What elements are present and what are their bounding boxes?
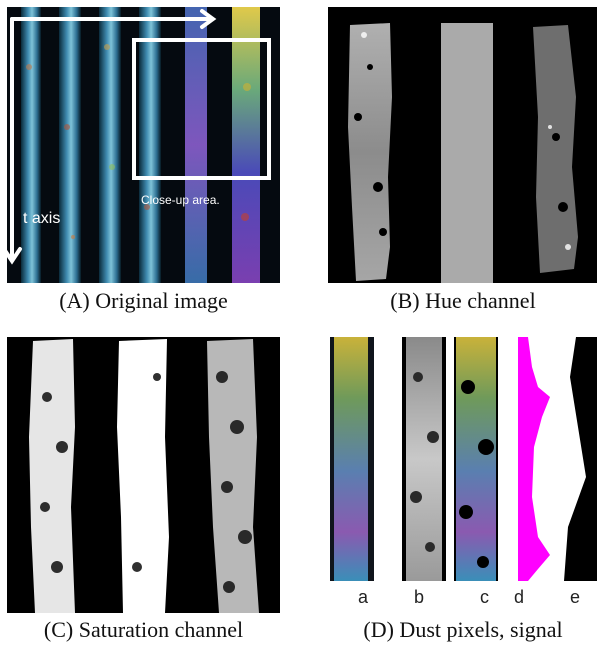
hue-channel-image [328,7,597,283]
sublabel-e: e [570,587,581,607]
saturation-channel-image [7,337,280,613]
original-image [7,7,280,283]
hue-channel-panel [328,7,597,283]
original-image-panel: Close-up area. t axis [7,7,280,283]
sublabel-b: b [414,587,425,607]
caption-a: (A) Original image [59,288,228,313]
sublabel-d: d [514,587,525,607]
close-up-label: Close-up area. [141,193,220,207]
sublabel-c: c [480,587,489,607]
dust-signal-panel [328,337,597,583]
sublabel-a: a [358,587,369,607]
caption-c: (C) Saturation channel [43,617,244,642]
saturation-channel-panel [7,337,280,613]
t-axis-label: t axis [23,210,61,227]
dust-signal-strips [330,337,597,581]
caption-b: (B) Hue channel [390,288,536,313]
signal-curve [518,337,550,581]
caption-d: (D) Dust pixels, signal [363,617,563,642]
